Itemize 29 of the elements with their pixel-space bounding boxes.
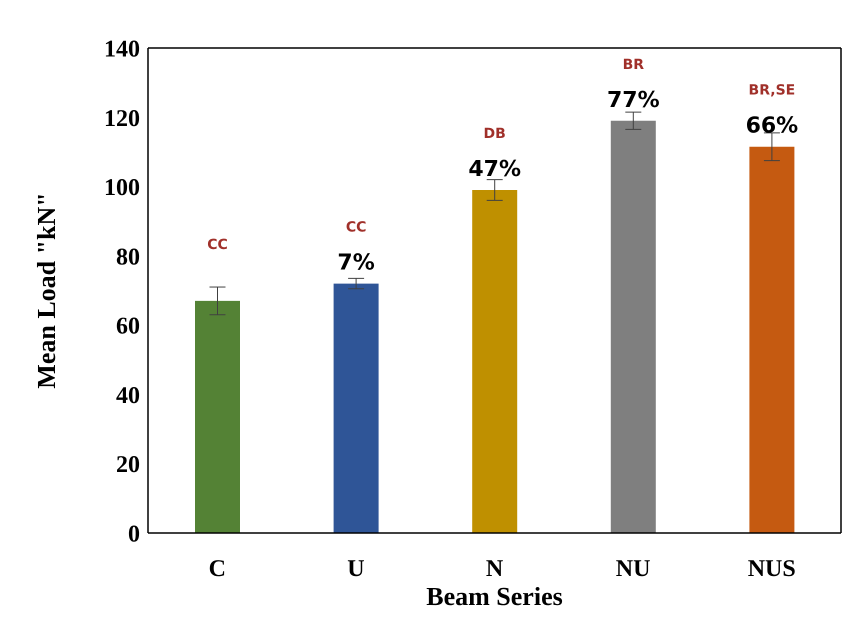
bar <box>472 190 518 533</box>
annotation: BR <box>622 56 644 73</box>
x-tick-label: NU <box>616 556 650 582</box>
x-tick-label: U <box>347 556 365 582</box>
y-tick-label: 0 <box>128 522 140 548</box>
annotation: 77% <box>606 88 660 113</box>
annotation: CC <box>346 220 366 236</box>
y-axis-title: Mean Load "kN" <box>32 192 62 389</box>
x-tick-label: N <box>486 556 504 582</box>
y-tick-label: 20 <box>116 452 140 478</box>
x-tick-label: NUS <box>748 556 796 582</box>
y-tick-label: 80 <box>116 244 140 270</box>
annotation: BR,SE <box>748 82 796 99</box>
y-tick-label: 60 <box>116 314 140 340</box>
bar <box>334 284 379 533</box>
bar <box>610 120 656 533</box>
annotation: CC <box>207 236 228 253</box>
annotation: DB <box>484 126 506 142</box>
y-tick-label: 100 <box>104 175 140 202</box>
bar <box>195 300 240 533</box>
y-tick-label: 140 <box>104 36 140 63</box>
annotation: 7% <box>337 250 375 276</box>
annotation: 47% <box>468 157 522 182</box>
x-tick-label: C <box>208 556 226 582</box>
x-axis-title: Beam Series <box>426 582 563 611</box>
y-tick-label: 120 <box>104 106 140 132</box>
bar <box>749 146 794 533</box>
annotation: 66% <box>746 114 798 139</box>
y-tick-label: 40 <box>116 382 140 409</box>
